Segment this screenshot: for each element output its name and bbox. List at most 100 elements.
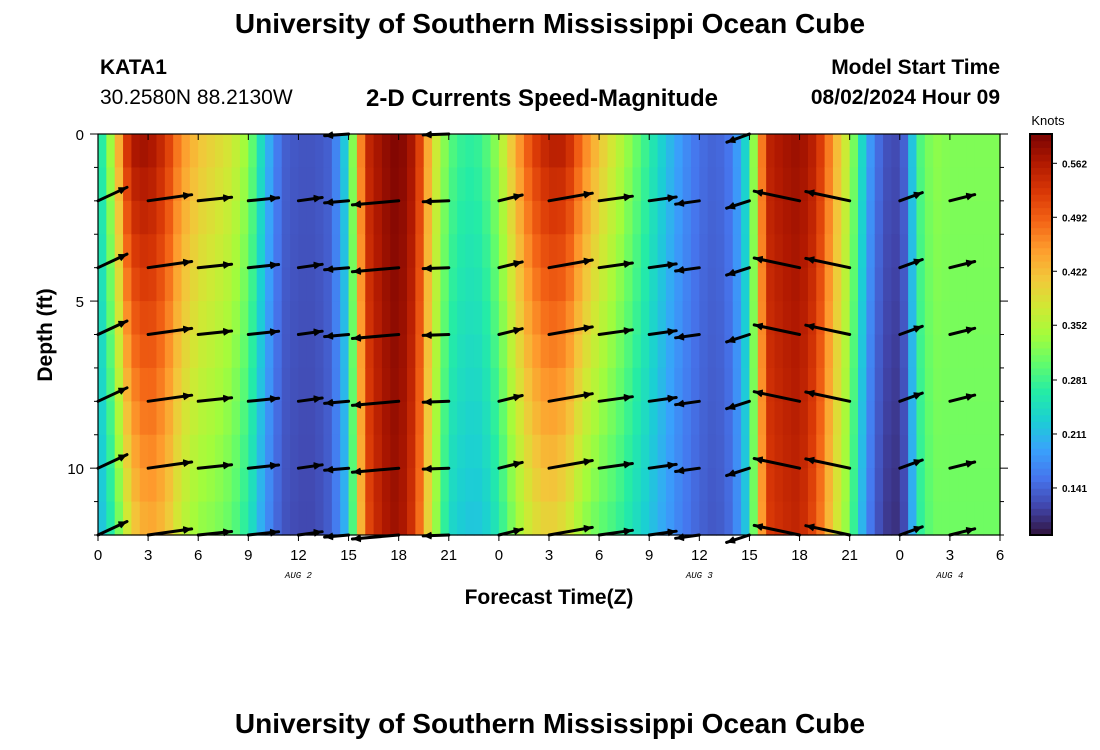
colorbar-segment [1030,301,1052,309]
colorbar-segment [1030,260,1052,269]
x-axis-label: Forecast Time(Z) [465,586,634,609]
heatmap-cell [590,434,600,469]
heatmap-cell [256,234,266,269]
heatmap-cell [724,167,734,202]
heatmap-cell [398,134,408,169]
heatmap-cell [724,468,734,503]
heatmap-cell [549,200,558,235]
vector-head [726,202,736,210]
heatmap-cell [373,200,383,235]
heatmap-cell [774,501,784,536]
heatmap-cell [331,367,341,402]
heatmap-cell [407,434,416,469]
heatmap-cell [173,401,183,436]
vector-head [269,261,279,270]
heatmap-cell [958,434,968,469]
heatmap-cell [148,167,158,202]
heatmap-cell [799,167,809,202]
heatmap-cell [883,367,893,402]
heatmap-cell [657,501,667,536]
heatmap-cell [106,134,116,169]
current-vector [350,333,401,342]
colorbar-segment [1030,207,1052,215]
heatmap-cell [248,434,258,469]
heatmap-cell [791,167,801,202]
heatmap-cell [665,501,675,536]
heatmap-cell [565,334,575,369]
heatmap-cell [139,301,149,336]
heatmap-cell [381,468,391,503]
heatmap-cell [858,434,867,469]
heatmap-cell [448,200,458,235]
heatmap-cell [139,468,149,503]
plot-title: 2-D Currents Speed-Magnitude [366,85,719,112]
heatmap-cell [782,434,792,469]
heatmap-cell [682,401,692,436]
heatmap-cell [231,234,241,269]
heatmap-cell [699,134,709,169]
heatmap-cell [465,367,475,402]
heatmap-cell [941,401,951,436]
heatmap-cell [440,134,450,169]
heatmap-cell [824,301,834,336]
heatmap-cell [791,234,801,269]
vector-head [513,326,523,335]
heatmap-cell [432,501,442,536]
heatmap-cell [306,200,316,235]
heatmap-cell [941,468,951,503]
heatmap-cell [415,267,425,302]
colorbar-segment [1030,394,1052,402]
heatmap-cell [858,167,867,202]
heatmap-cell [916,334,926,369]
model-start-label: Model Start Time [831,56,1000,79]
heatmap-cell [949,267,959,302]
heatmap-cell [465,134,475,169]
heatmap-cell [632,501,642,536]
heatmap-cell [974,334,984,369]
heatmap-cell [841,167,851,202]
heatmap-cell [707,167,717,202]
heatmap-cell [390,267,400,302]
heatmap-cell [290,200,300,235]
heatmap-cell [465,501,475,536]
heatmap-cell [164,167,174,202]
heatmap-cell [223,334,233,369]
heatmap-cell [741,334,751,369]
current-vector [752,389,802,403]
heatmap-cell [532,434,542,469]
heatmap-cell [465,200,475,235]
colorbar-segment [1030,341,1052,349]
heatmap-cell [824,134,834,169]
heatmap-cell [381,401,391,436]
heatmap-cell [206,200,216,235]
heatmap-cell [958,267,968,302]
heatmap-cell [540,367,550,402]
heatmap-cell [908,200,918,235]
heatmap-cell [607,367,617,402]
colorbar-segment [1030,321,1052,329]
heatmap-cell [515,401,525,436]
heatmap-cell [223,134,233,169]
heatmap-cell [749,200,759,235]
vector-head [754,322,763,331]
heatmap-cell [482,334,492,369]
heatmap-cell [549,468,558,503]
heatmap-cell [164,200,174,235]
heatmap-cell [699,267,709,302]
heatmap-cell [574,234,584,269]
colorbar-tick-label: 0.352 [1062,321,1087,332]
heatmap-cell [540,134,550,169]
current-vector [497,527,524,537]
heatmap-cell [457,234,467,269]
heatmap-cell [916,200,926,235]
current-vector [597,260,634,270]
heatmap-cell [515,501,525,536]
heatmap-cell [507,468,517,503]
heatmap-cell [883,200,893,235]
heatmap-cell [532,267,542,302]
heatmap-cell [657,301,667,336]
heatmap-cell [565,267,575,302]
heatmap-cell [924,401,934,436]
current-vector [898,391,924,403]
heatmap-cell [239,401,249,436]
